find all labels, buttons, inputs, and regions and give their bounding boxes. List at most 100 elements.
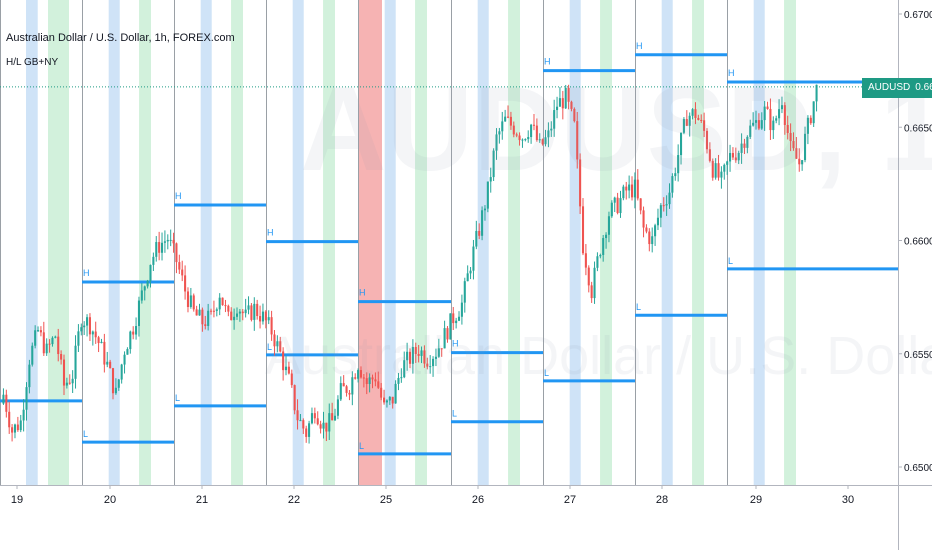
candle-body	[798, 158, 801, 165]
candle-body	[22, 409, 25, 421]
session-band-green	[415, 0, 427, 485]
candle-body	[282, 351, 285, 371]
candle-body	[775, 118, 778, 121]
candle-body	[322, 422, 325, 429]
last-price-tag: AUDUSD 0.66678	[862, 78, 932, 98]
candle-body	[726, 161, 729, 165]
candle-body	[469, 270, 472, 274]
candle-body	[273, 334, 276, 347]
candle-body	[241, 311, 244, 314]
candle-body	[576, 121, 579, 160]
candle-body	[109, 361, 112, 369]
candle-body	[377, 381, 380, 388]
candle-body	[786, 124, 789, 133]
candle-body	[593, 267, 596, 299]
candle-body	[195, 309, 198, 316]
candle-body	[432, 358, 435, 367]
candle-body	[654, 225, 657, 237]
candle-body	[682, 119, 685, 133]
candle-body	[94, 331, 97, 338]
candle-body	[62, 359, 66, 386]
candle-body	[795, 148, 798, 159]
candle-body	[420, 350, 423, 356]
candle-body	[605, 234, 608, 239]
candle-body	[792, 141, 795, 149]
candle-body	[512, 125, 515, 135]
candle-body	[541, 139, 544, 145]
candle-body	[88, 317, 91, 335]
candle-body	[789, 132, 792, 142]
candle-body	[668, 192, 671, 205]
session-band-blue	[661, 0, 673, 485]
candle-body	[749, 125, 752, 137]
candle-body	[610, 202, 613, 217]
candle-body	[394, 383, 397, 404]
candle-body	[518, 135, 521, 141]
candle-body	[642, 210, 645, 228]
candle-body	[137, 300, 141, 327]
candle-body	[651, 236, 654, 245]
candle-body	[645, 227, 648, 232]
candle-body	[628, 184, 631, 191]
candle-body	[547, 130, 550, 138]
candle-body	[305, 428, 308, 437]
indicator-label[interactable]: H/L GB+NY	[6, 57, 59, 68]
candle-body	[319, 424, 322, 429]
candle-body	[80, 327, 83, 332]
candle-body	[238, 311, 241, 314]
candle-body	[602, 238, 605, 255]
candle-body	[783, 105, 786, 125]
candle-body	[42, 332, 45, 354]
candle-body	[556, 106, 559, 111]
session-levels: H L H L H L H L H L H L H L H L	[0, 41, 898, 456]
candle-body	[656, 217, 660, 226]
candle-body	[120, 364, 123, 380]
candle-body	[385, 400, 388, 403]
candle-body	[584, 253, 587, 268]
candle-body	[521, 139, 524, 141]
candle-body	[290, 373, 293, 386]
candle-body	[207, 310, 210, 326]
candle-body	[483, 208, 487, 211]
price-tag-symbol: AUDUSD	[868, 82, 911, 93]
candle-body	[100, 341, 103, 344]
candle-body	[351, 377, 354, 395]
candle-body	[475, 230, 478, 247]
candle-body	[253, 303, 256, 320]
session-band-green	[48, 0, 60, 485]
session-level-label: H	[175, 191, 182, 201]
candle-body	[155, 242, 158, 257]
candle-body	[769, 108, 772, 131]
candle-body	[279, 341, 282, 352]
candle-body	[411, 346, 414, 364]
candle-body	[91, 331, 94, 335]
time-tick-label: 26	[472, 494, 484, 506]
time-tick-label: 21	[196, 494, 208, 506]
candle-body	[691, 109, 694, 116]
candle-body	[333, 415, 337, 421]
candle-body	[729, 153, 732, 162]
candle-body	[426, 363, 429, 367]
candle-body	[230, 311, 233, 321]
candle-body	[313, 413, 316, 419]
candle-body	[679, 132, 683, 156]
candle-body	[674, 173, 677, 177]
watermark-symbol: AUDUSD, 1h	[300, 62, 932, 196]
session-level-label: L	[359, 441, 364, 451]
session-level-label: H	[452, 339, 459, 349]
candle-body	[178, 262, 181, 270]
candle-body	[754, 120, 758, 123]
candle-body	[446, 328, 449, 340]
candle-body	[532, 124, 536, 126]
candle-body	[538, 139, 541, 141]
session-band-blue	[753, 0, 765, 485]
candle-body	[457, 316, 461, 321]
candle-body	[737, 152, 740, 161]
candle-body	[434, 356, 437, 359]
candle-body	[5, 394, 8, 412]
candle-body	[34, 330, 37, 346]
